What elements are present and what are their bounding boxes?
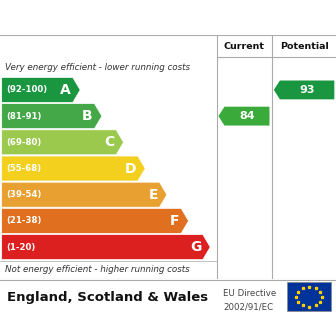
Polygon shape [2, 77, 80, 102]
Text: (55-68): (55-68) [6, 164, 41, 173]
Text: EU Directive: EU Directive [223, 289, 277, 298]
Text: E: E [148, 188, 158, 202]
Text: 2002/91/EC: 2002/91/EC [223, 303, 274, 312]
Text: Current: Current [224, 42, 265, 51]
Text: (21-38): (21-38) [6, 216, 41, 226]
Text: A: A [60, 83, 71, 97]
Text: 93: 93 [300, 85, 315, 95]
Polygon shape [2, 130, 124, 155]
Bar [287, 282, 331, 312]
Polygon shape [218, 107, 269, 126]
Polygon shape [2, 104, 102, 129]
Text: Not energy efficient - higher running costs: Not energy efficient - higher running co… [5, 266, 190, 274]
Polygon shape [274, 81, 334, 99]
Text: (39-54): (39-54) [6, 190, 41, 199]
Text: (1-20): (1-20) [6, 243, 35, 252]
Text: Energy Efficiency Rating: Energy Efficiency Rating [5, 10, 207, 25]
Text: Very energy efficient - lower running costs: Very energy efficient - lower running co… [5, 63, 190, 72]
Polygon shape [2, 156, 145, 181]
Text: (69-80): (69-80) [6, 138, 41, 147]
Text: D: D [125, 162, 136, 175]
Text: Potential: Potential [280, 42, 329, 51]
Text: B: B [82, 109, 93, 123]
Polygon shape [2, 235, 210, 260]
Text: England, Scotland & Wales: England, Scotland & Wales [7, 290, 208, 304]
Text: 84: 84 [240, 111, 255, 121]
Text: F: F [170, 214, 179, 228]
Polygon shape [2, 182, 167, 207]
Text: G: G [190, 240, 201, 254]
Text: (81-91): (81-91) [6, 112, 41, 121]
Text: C: C [104, 135, 115, 149]
Text: (92-100): (92-100) [6, 85, 47, 94]
Polygon shape [2, 209, 188, 233]
